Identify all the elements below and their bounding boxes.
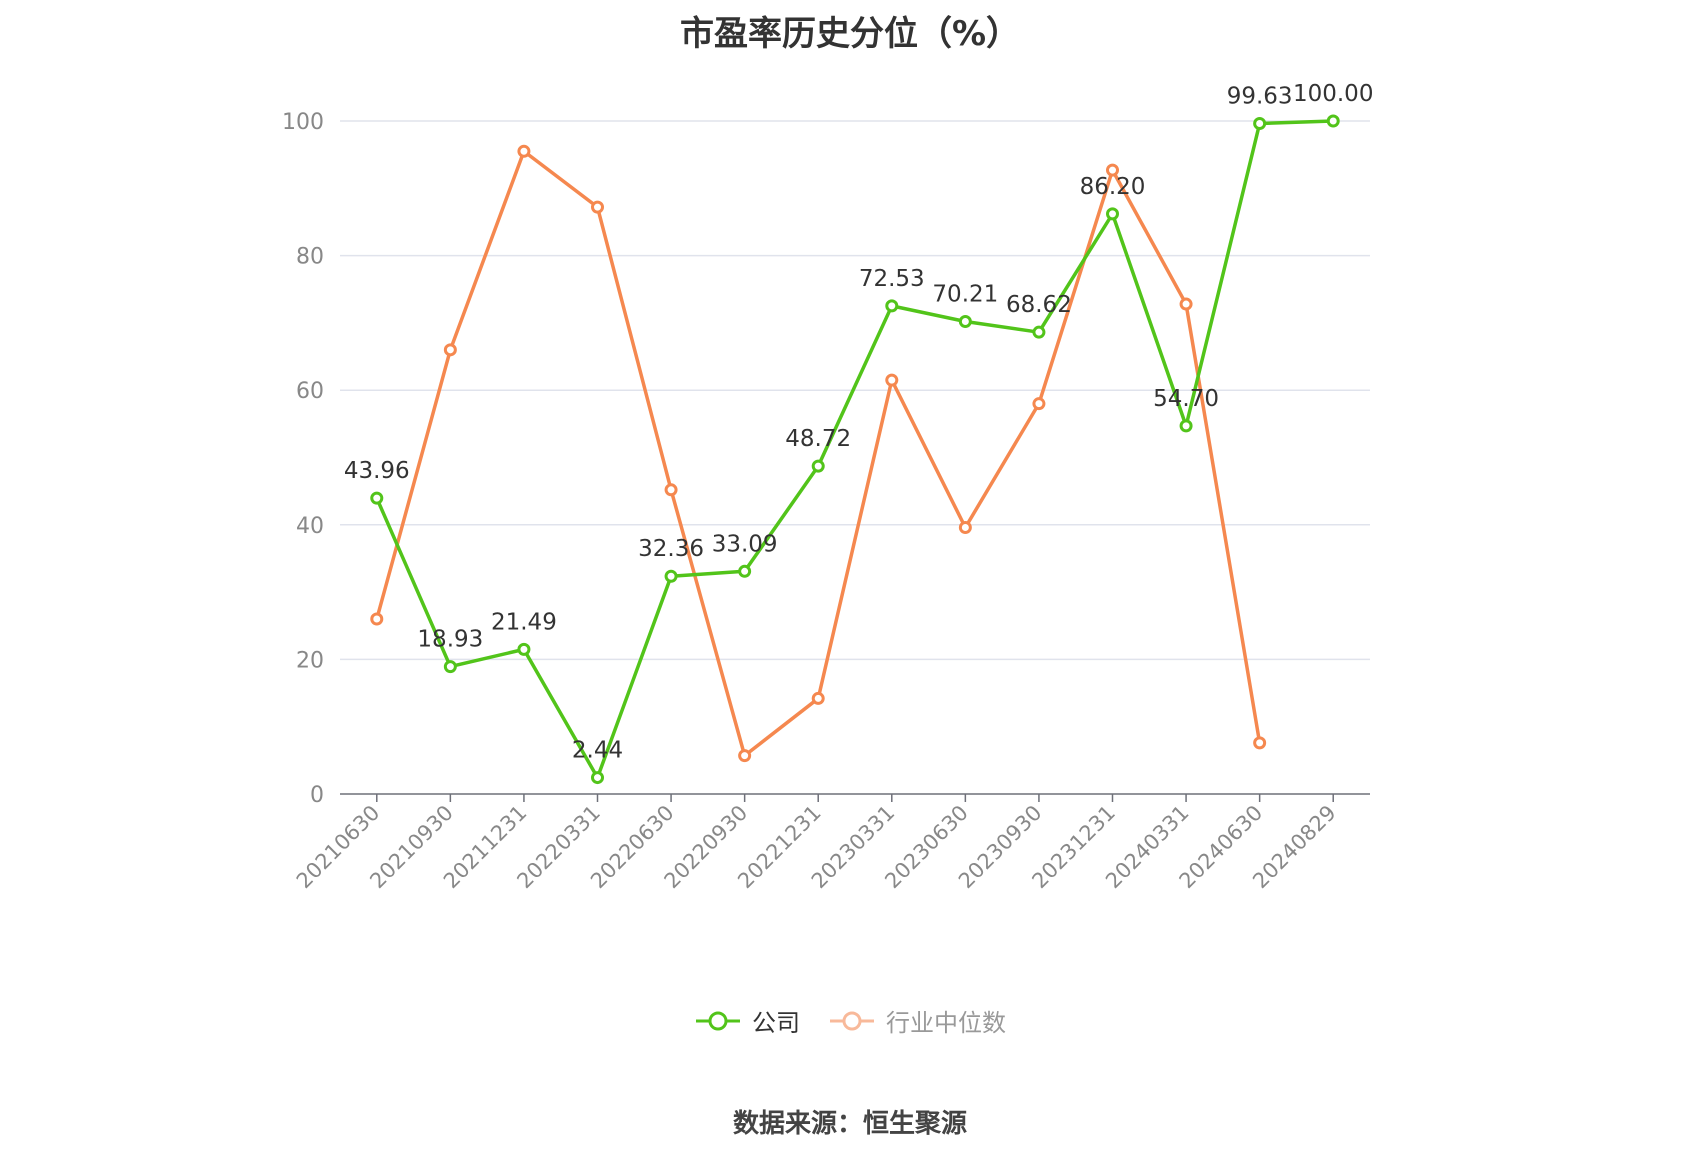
y-tick-label: 80	[296, 245, 324, 270]
data-point-industry[interactable]	[1179, 297, 1193, 311]
data-point-industry[interactable]	[885, 373, 899, 387]
data-point-industry[interactable]	[591, 200, 604, 214]
data-point-company[interactable]	[370, 491, 384, 505]
legend-industry-marker	[830, 1011, 874, 1030]
data-point-company[interactable]	[1032, 325, 1046, 339]
data-source: 数据来源：恒生聚源	[732, 1109, 967, 1139]
data-point-company[interactable]	[1326, 114, 1340, 128]
data-label: 68.62	[1006, 292, 1072, 318]
data-point-industry[interactable]	[1032, 397, 1046, 411]
series-points	[370, 114, 1340, 785]
chart-title: 市盈率历史分位（%）	[679, 14, 1021, 54]
data-label: 33.09	[712, 531, 778, 557]
data-point-company[interactable]	[1253, 116, 1267, 130]
series-lines	[375, 119, 1334, 780]
line-chart: 0 20 40 60 80 100 202106302021093020211231202…	[282, 81, 1374, 893]
data-label: 86.20	[1080, 174, 1146, 200]
data-point-industry[interactable]	[443, 343, 457, 357]
data-point-industry[interactable]	[738, 749, 752, 763]
y-tick-label: 60	[296, 379, 324, 404]
data-point-company[interactable]	[664, 569, 678, 583]
data-point-industry[interactable]	[811, 691, 825, 705]
y-tick-label: 0	[310, 783, 324, 808]
data-label: 32.36	[638, 536, 704, 562]
data-point-company[interactable]	[811, 459, 825, 473]
data-point-industry[interactable]	[1253, 736, 1267, 750]
series-line-industry	[375, 149, 1262, 758]
data-point-company[interactable]	[1179, 419, 1193, 433]
data-point-industry[interactable]	[958, 520, 972, 534]
data-point-industry[interactable]	[1106, 163, 1119, 177]
y-tick-label: 20	[296, 648, 324, 673]
legend-item-company[interactable]: 公司	[694, 1003, 800, 1038]
data-label: 18.93	[417, 627, 483, 653]
data-point-company[interactable]	[1106, 207, 1119, 221]
data-label: 2.44	[572, 738, 623, 764]
data-label: 54.70	[1153, 386, 1219, 412]
legend-item-industry[interactable]: 行业中位数	[828, 1003, 1006, 1038]
data-label: 70.21	[932, 281, 998, 307]
data-label: 72.53	[859, 266, 925, 292]
data-label: 99.63	[1227, 83, 1293, 109]
grid-lines	[340, 120, 1370, 661]
data-label: 48.72	[785, 426, 851, 452]
data-point-company[interactable]	[738, 564, 752, 578]
data-point-company[interactable]	[958, 314, 972, 328]
legend-company-label: 公司	[752, 1009, 800, 1037]
y-tick-label: 100	[282, 110, 324, 135]
legend: 公司 行业中位数	[0, 1003, 1700, 1038]
data-point-industry[interactable]	[664, 483, 678, 497]
data-point-company[interactable]	[517, 642, 531, 656]
y-tick-label: 40	[296, 514, 324, 539]
x-axis-ticks: 2021063020210930202112312022033120220630…	[292, 794, 1341, 893]
data-labels: 43.96 18.93 21.49 2.44 32.36 33.09 48.72 72.53 7…	[344, 81, 1374, 764]
data-label: 21.49	[491, 609, 557, 635]
data-point-company[interactable]	[885, 299, 899, 313]
legend-industry-label: 行业中位数	[886, 1009, 1006, 1037]
data-label: 100.00	[1293, 81, 1373, 107]
data-label: 43.96	[344, 458, 410, 484]
data-point-company[interactable]	[443, 660, 457, 674]
data-point-industry[interactable]	[517, 144, 531, 158]
legend-company-marker	[696, 1011, 740, 1030]
series-line-company	[375, 119, 1334, 780]
data-point-company[interactable]	[591, 771, 604, 785]
y-axis-ticks: 0 20 40 60 80 100	[282, 110, 324, 808]
data-point-industry[interactable]	[370, 612, 384, 626]
